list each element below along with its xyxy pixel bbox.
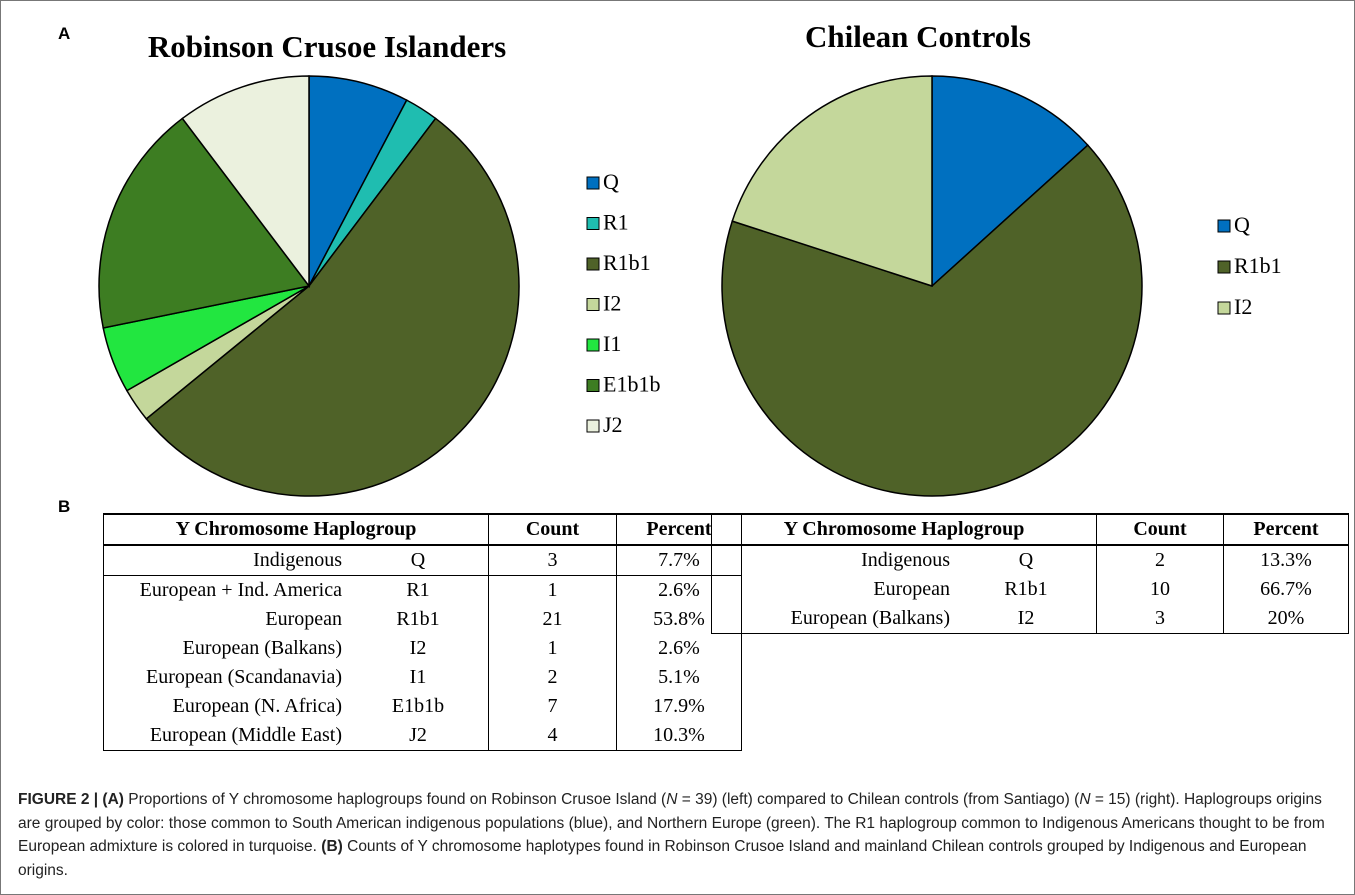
legend-swatch <box>586 217 600 230</box>
table-cell: 10.3% <box>616 721 742 751</box>
table-cell: European <box>103 605 348 634</box>
caption-text: N <box>1079 791 1091 808</box>
table-cell: 5.1% <box>616 663 742 692</box>
legend-label: R1b1 <box>1234 253 1282 278</box>
header-cell: Percent <box>1223 513 1349 546</box>
table-cell: 66.7% <box>1223 575 1349 604</box>
chart-title: Robinson Crusoe Islanders <box>148 29 506 64</box>
legend-label: Q <box>1234 212 1250 237</box>
legend-swatch <box>586 338 600 352</box>
table-cell: 2.6% <box>616 634 742 663</box>
table-cell: 2 <box>488 663 617 692</box>
table-row: European + Ind. America R1 1 2.6% <box>103 575 742 605</box>
table-cell: 13.3% <box>1223 545 1349 575</box>
table-cell: I2 <box>348 634 489 663</box>
table-cell: European + Ind. America <box>103 575 348 605</box>
caption-text: = 39) (left) compared to Chilean control… <box>677 791 1080 808</box>
table: Y Chromosome Haplogroup Count Percent Indig… <box>103 513 742 751</box>
table-row: European (N. Africa) E1b1b 7 17.9% <box>103 692 742 721</box>
table-cell: R1b1 <box>348 605 489 634</box>
table-row: European R1b1 21 53.8% <box>103 605 742 634</box>
legend-label: J2 <box>603 412 623 437</box>
header-cell: Y Chromosome Haplogroup <box>103 513 489 546</box>
pie-slice <box>721 144 1143 497</box>
legend-swatch <box>586 419 600 433</box>
legend-label: R1 <box>603 210 629 235</box>
pie-slice <box>931 75 1089 288</box>
table-row: European R1b1 10 66.7% <box>711 575 1349 604</box>
legend-label: I2 <box>603 291 621 316</box>
legend-label: I1 <box>603 331 621 356</box>
table-cell: 20% <box>1223 604 1349 634</box>
caption-text: Counts of Y chromosome haplotypes found … <box>18 838 1307 879</box>
table-cell: 1 <box>488 634 617 663</box>
table-cell: Q <box>348 545 489 576</box>
caption-text: FIGURE 2 | (A) <box>18 791 124 808</box>
panel-label: A <box>58 24 71 43</box>
legend-label: I2 <box>1234 294 1252 319</box>
table-cell: 3 <box>1096 604 1224 634</box>
charts: Robinson Crusoe Islanders Q R1 R1b1 I2 I1 E1b1… <box>98 19 1282 497</box>
table-cell: 4 <box>488 721 617 751</box>
table-header: Y Chromosome Haplogroup Count Percent <box>711 513 1349 546</box>
caption-text: = 15) (right). Haplogroups origins are g… <box>18 791 1325 855</box>
caption-text: Proportions of Y chromosome haplogroups … <box>123 791 667 808</box>
pie-slice <box>308 75 408 287</box>
table-cell: Q <box>956 545 1097 575</box>
header-cell: Count <box>1096 513 1224 546</box>
legend-swatch <box>1217 260 1231 274</box>
table-row: European (Middle East) J2 4 10.3% <box>103 721 742 751</box>
table-cell: 3 <box>488 545 617 576</box>
table-cell: 21 <box>488 605 617 634</box>
table-cell: European (Scandanavia) <box>103 663 348 692</box>
header-cell: Y Chromosome Haplogroup <box>711 513 1097 546</box>
table-cell: European <box>711 575 956 604</box>
legend-label: R1b1 <box>603 250 651 275</box>
table-cell: 1 <box>488 575 617 605</box>
table-cell: European (Middle East) <box>103 721 348 751</box>
table-row: European (Balkans) I2 1 2.6% <box>103 634 742 663</box>
caption-text: N <box>666 791 678 808</box>
table-cell: I2 <box>956 604 1097 634</box>
header-cell: Count <box>488 513 617 546</box>
pie-slice <box>181 75 310 289</box>
table-row: Indigenous Q 3 7.7% <box>103 545 742 576</box>
legend-label: Q <box>603 169 619 194</box>
table-cell: Indigenous <box>711 545 956 575</box>
table-row: European (Scandanavia) I1 2 5.1% <box>103 663 742 692</box>
table-cell: 7 <box>488 692 617 721</box>
caption: FIGURE 2 | (A) Proportions of Y chromoso… <box>18 788 1343 882</box>
table: Y Chromosome Haplogroup Count Percent Indig… <box>711 513 1349 634</box>
legend-swatch <box>586 257 600 271</box>
table-cell: 2 <box>1096 545 1224 575</box>
table-cell: R1b1 <box>956 575 1097 604</box>
legend-swatch <box>586 176 600 190</box>
chart-title: Chilean Controls <box>805 19 1031 54</box>
table-cell: R1 <box>348 575 489 605</box>
table-row: European (Balkans) I2 3 20% <box>711 604 1349 634</box>
legend-swatch <box>586 298 600 311</box>
caption-text: (B) <box>321 838 343 855</box>
pie-slice <box>98 117 311 329</box>
table-cell: I1 <box>348 663 489 692</box>
table-cell: European (N. Africa) <box>103 692 348 721</box>
legend-swatch <box>1217 301 1231 315</box>
table-cell: Indigenous <box>103 545 348 576</box>
legend-swatch <box>1217 219 1231 233</box>
table-cell: 10 <box>1096 575 1224 604</box>
pie-slice <box>145 117 520 497</box>
table-cell: European (Balkans) <box>711 604 956 634</box>
table-cell: J2 <box>348 721 489 751</box>
panel-label: B <box>58 497 71 516</box>
table-header: Y Chromosome Haplogroup Count Percent <box>103 513 742 546</box>
table-cell: E1b1b <box>348 692 489 721</box>
table-cell: 17.9% <box>616 692 742 721</box>
table-row: Indigenous Q 2 13.3% <box>711 545 1349 575</box>
legend-label: E1b1b <box>603 372 660 397</box>
legend-swatch <box>586 379 600 392</box>
table-cell: European (Balkans) <box>103 634 348 663</box>
pie-slice <box>731 75 933 288</box>
